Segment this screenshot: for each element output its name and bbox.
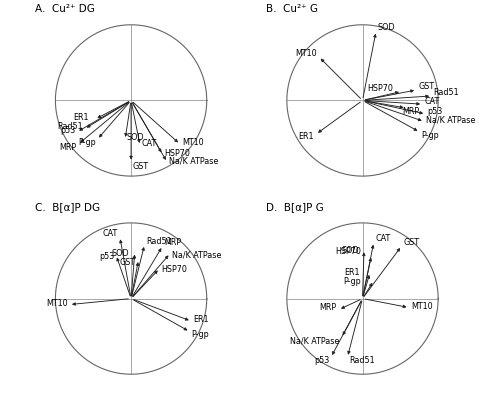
Text: MRP: MRP [402,107,419,116]
Text: Rad51: Rad51 [146,237,172,245]
Text: p53: p53 [428,107,443,116]
Text: SOD: SOD [126,133,144,142]
Text: HSP70: HSP70 [367,84,393,93]
Text: p53: p53 [99,252,114,261]
Text: p53: p53 [60,126,75,135]
Text: MT10: MT10 [411,302,432,311]
Text: MRP: MRP [60,143,76,152]
Text: P-gp: P-gp [78,138,96,147]
Text: MRP: MRP [320,303,337,312]
Text: MT10: MT10 [182,138,204,147]
Text: C.  B[α]P DG: C. B[α]P DG [34,202,100,212]
Text: HSP70: HSP70 [164,149,190,158]
Text: SOD: SOD [342,247,359,255]
Text: Rad51: Rad51 [434,88,460,97]
Text: MT10: MT10 [296,49,317,58]
Text: MRP: MRP [164,238,182,247]
Text: CAT: CAT [376,234,390,243]
Text: SOD: SOD [378,23,396,32]
Text: GST: GST [404,238,419,247]
Text: SOD: SOD [112,249,130,258]
Text: Na/K ATPase: Na/K ATPase [426,116,476,124]
Text: CAT: CAT [424,97,440,107]
Text: Na/K ATPase: Na/K ATPase [172,250,222,259]
Text: GST: GST [120,258,136,267]
Text: GST: GST [132,162,148,171]
Text: ER1: ER1 [193,315,208,324]
Text: ER1: ER1 [73,113,88,122]
Text: p53: p53 [314,356,329,365]
Text: Na/K ATPase: Na/K ATPase [290,336,340,346]
Text: P-gp: P-gp [343,277,361,286]
Text: A.  Cu²⁺ DG: A. Cu²⁺ DG [34,4,94,14]
Text: HSP70: HSP70 [162,265,187,274]
Text: ER1: ER1 [298,132,314,141]
Text: Rad51: Rad51 [57,122,82,130]
Text: CAT: CAT [103,229,118,238]
Text: B.  Cu²⁺ G: B. Cu²⁺ G [266,4,318,14]
Text: P-gp: P-gp [192,330,210,340]
Text: P-gp: P-gp [422,131,440,140]
Text: GST: GST [418,82,434,91]
Text: Na/K ATPase: Na/K ATPase [169,156,218,166]
Text: Rad51: Rad51 [349,356,374,365]
Text: D.  B[α]P G: D. B[α]P G [266,202,324,212]
Text: HSP70: HSP70 [335,247,361,256]
Text: CAT: CAT [142,139,157,148]
Text: ER1: ER1 [344,268,360,277]
Text: MT10: MT10 [46,298,68,308]
